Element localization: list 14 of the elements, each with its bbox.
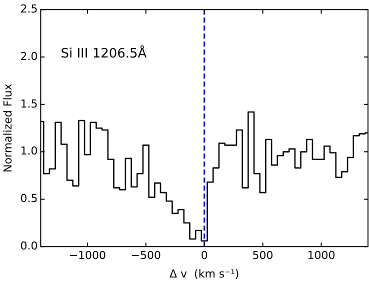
y-tick-label: 0.5 bbox=[20, 192, 38, 206]
annotation: Si III 1206.5Å bbox=[60, 44, 147, 62]
y-tick-label: 2.0 bbox=[20, 50, 38, 63]
x-tick-label: −1000 bbox=[68, 249, 106, 262]
x-tick-label: 500 bbox=[252, 249, 274, 262]
y-tick-label: 2.5 bbox=[20, 2, 38, 16]
y-tick-label: 1.5 bbox=[20, 97, 38, 110]
y-tick-label: 1.0 bbox=[20, 144, 38, 158]
x-tick-label: −500 bbox=[130, 249, 162, 262]
x-tick-label: 0 bbox=[200, 249, 208, 262]
y-axis-title: Normalized Flux bbox=[1, 83, 14, 172]
x-tick-label: 1000 bbox=[307, 249, 336, 262]
x-axis-title: Δ v (km s⁻¹) bbox=[170, 267, 240, 280]
y-tick-label: 0.0 bbox=[20, 239, 38, 252]
